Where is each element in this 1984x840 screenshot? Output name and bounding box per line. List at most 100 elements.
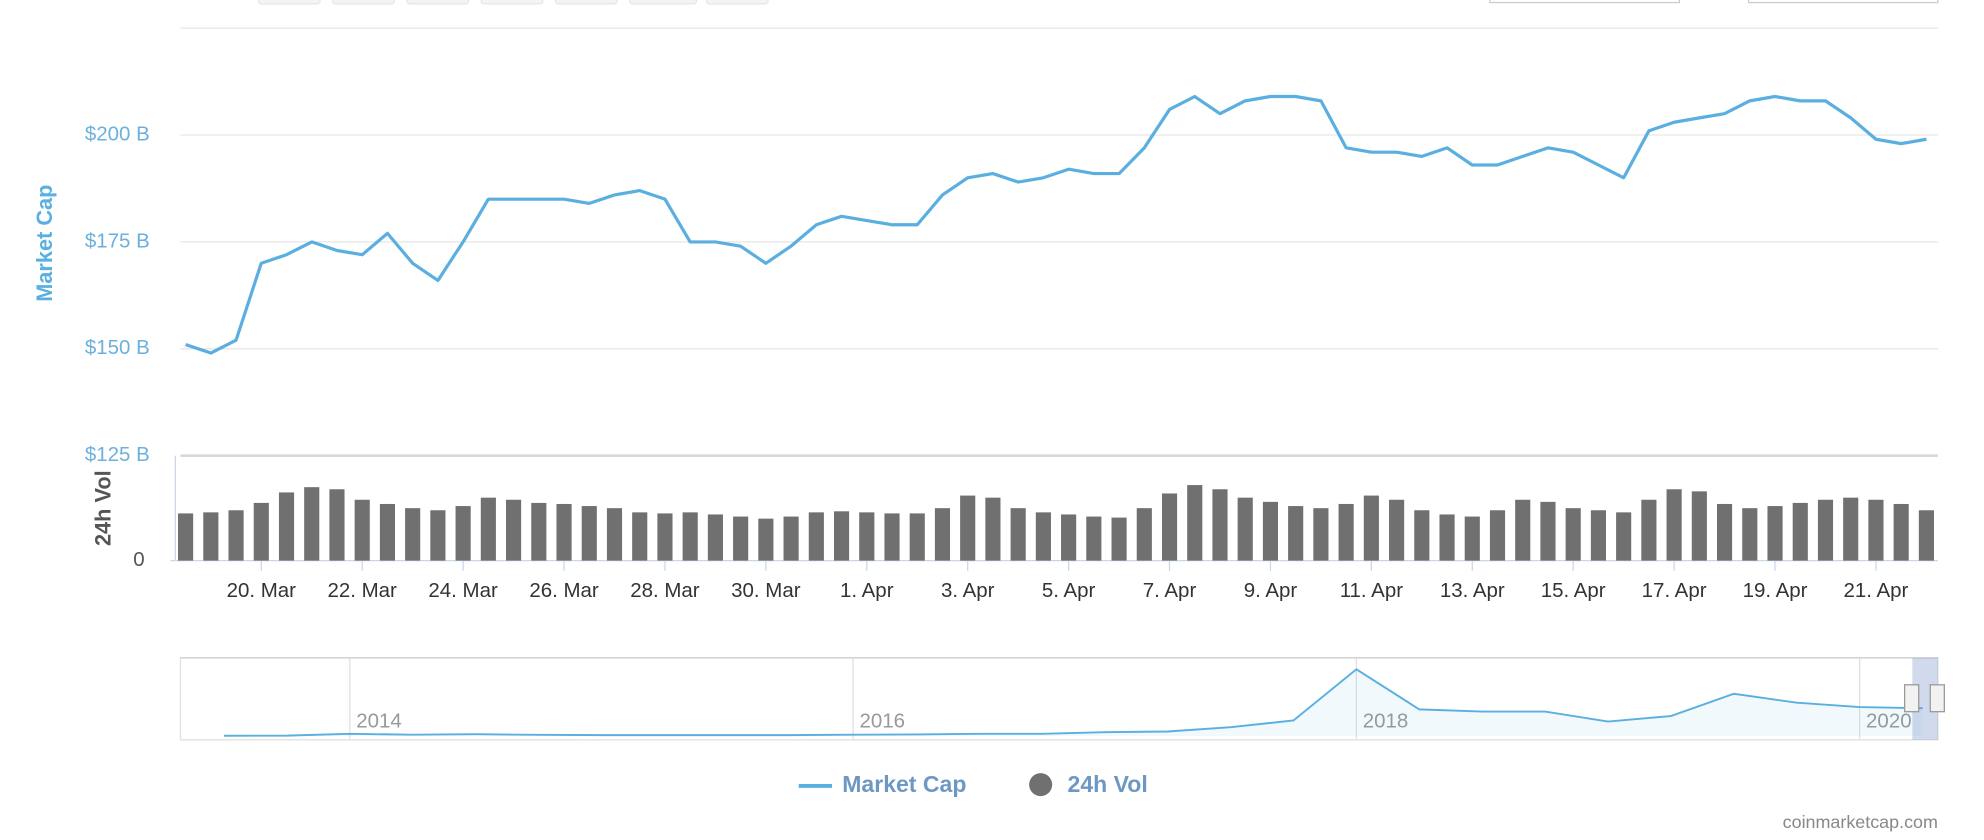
volume-bar [1565, 508, 1581, 561]
x-tick-label: 15. Apr [1541, 579, 1606, 602]
market-cap-line [185, 94, 1927, 355]
volume-bar [1212, 489, 1228, 561]
x-tick-label: 21. Apr [1844, 579, 1909, 602]
volume-bar [1590, 510, 1606, 561]
navigator-handle[interactable] [1929, 684, 1945, 713]
navigator-tick-label: 2020 [1866, 709, 1912, 732]
volume-bar [1161, 493, 1178, 561]
x-tick-label: 26. Mar [529, 579, 599, 602]
x-tick-label: 19. Apr [1743, 579, 1808, 602]
volume-bar [1666, 489, 1682, 561]
volume-bar [1439, 514, 1455, 561]
volume-bar [1817, 499, 1834, 561]
legend-label[interactable]: Market Cap [842, 771, 966, 797]
y-tick-label: $150 B [85, 336, 150, 359]
legend-symbol [1029, 773, 1053, 797]
volume-bar [1338, 503, 1354, 561]
volume-bar [1464, 516, 1480, 561]
x-tick-label: 11. Apr [1340, 579, 1404, 602]
volume-bar [1414, 510, 1430, 561]
volume-bar [1691, 491, 1707, 561]
volume-bar [733, 516, 749, 561]
volume-bar [304, 487, 320, 561]
navigator-tick-label: 2018 [1363, 709, 1409, 732]
zoom-button[interactable] [480, 0, 544, 5]
volume-bar [405, 508, 421, 561]
navigator-line [223, 668, 1923, 737]
volume-bar [1061, 514, 1077, 561]
volume-bar [178, 513, 194, 561]
zoom-button[interactable] [705, 0, 769, 5]
zoom-button[interactable] [554, 0, 618, 5]
y-axis-title: Market Cap [32, 185, 57, 302]
toolbar [257, 0, 1939, 5]
volume-bar [1363, 495, 1379, 561]
x-tick-label: 3. Apr [941, 579, 995, 602]
y2-tick-label: 0 [133, 548, 144, 571]
volume-bar [1767, 506, 1783, 561]
x-tick-label: 24. Mar [428, 579, 498, 602]
volume-bar [1641, 499, 1657, 561]
volume-bar [1616, 512, 1632, 561]
volume-bar [1489, 510, 1506, 561]
volume-bar [1792, 502, 1808, 561]
volume-bar [278, 492, 295, 561]
x-tick-label: 1. Apr [840, 579, 894, 602]
volume-bar [1035, 512, 1051, 561]
x-tick-label: 22. Mar [327, 579, 397, 602]
date-input[interactable] [1489, 0, 1680, 4]
volume-bar [960, 495, 976, 561]
volume-bar [884, 513, 900, 561]
navigator: 2014 2016 2018 2020 [223, 657, 1923, 740]
x-tick-label: 9. Apr [1244, 579, 1298, 602]
x-tick-label: 17. Apr [1642, 579, 1707, 602]
volume-bar [758, 518, 774, 561]
volume-bar [455, 506, 471, 561]
volume-bar [1843, 497, 1859, 561]
volume-bar [808, 512, 824, 561]
volume-bar [657, 513, 673, 561]
volume-bar [1111, 517, 1127, 561]
volume-bar [1262, 501, 1279, 561]
volume-bar [430, 510, 446, 561]
volume-bar [1288, 506, 1304, 561]
volume-bar [1742, 508, 1758, 561]
volume-bar [1313, 508, 1329, 561]
volume-bar [1237, 497, 1253, 561]
volume-bar [228, 510, 244, 561]
x-tick-label: 13. Apr [1440, 579, 1505, 602]
volume-bar [934, 508, 951, 561]
x-tick-label: 5. Apr [1042, 579, 1096, 602]
zoom-button[interactable] [406, 0, 470, 5]
y-tick-label: $125 B [85, 443, 150, 466]
volume-bar [1918, 510, 1934, 561]
navigator-tick-label: 2016 [859, 709, 905, 732]
y-tick-label: $175 B [85, 229, 150, 252]
volume-bar [909, 513, 925, 561]
y2-axis-title: 24h Vol [91, 470, 116, 546]
volume-bar [531, 502, 547, 561]
credit[interactable]: coinmarketcap.com [1783, 812, 1938, 832]
volume-bar [1086, 516, 1102, 561]
volume-bar [783, 516, 799, 561]
volume-bar [632, 512, 648, 561]
x-tick-label: 30. Mar [731, 579, 801, 602]
x-tick-label: 20. Mar [227, 579, 297, 602]
volume-bar [606, 508, 623, 561]
legend-label[interactable]: 24h Vol [1068, 771, 1148, 797]
zoom-button[interactable] [257, 0, 321, 5]
volume-bar [1868, 499, 1884, 561]
zoom-button[interactable] [332, 0, 395, 5]
date-input[interactable] [1747, 0, 1939, 4]
navigator-area [224, 669, 1923, 736]
volume-bar [1187, 485, 1203, 561]
volume-bar [1010, 508, 1026, 561]
zoom-button[interactable] [629, 0, 697, 5]
navigator-handle[interactable] [1904, 684, 1920, 713]
volume-bar [1893, 503, 1909, 561]
volume-bar [682, 512, 698, 561]
volume-bar [1716, 503, 1733, 561]
volume-bar [1515, 499, 1531, 561]
volume-bar [354, 499, 370, 561]
